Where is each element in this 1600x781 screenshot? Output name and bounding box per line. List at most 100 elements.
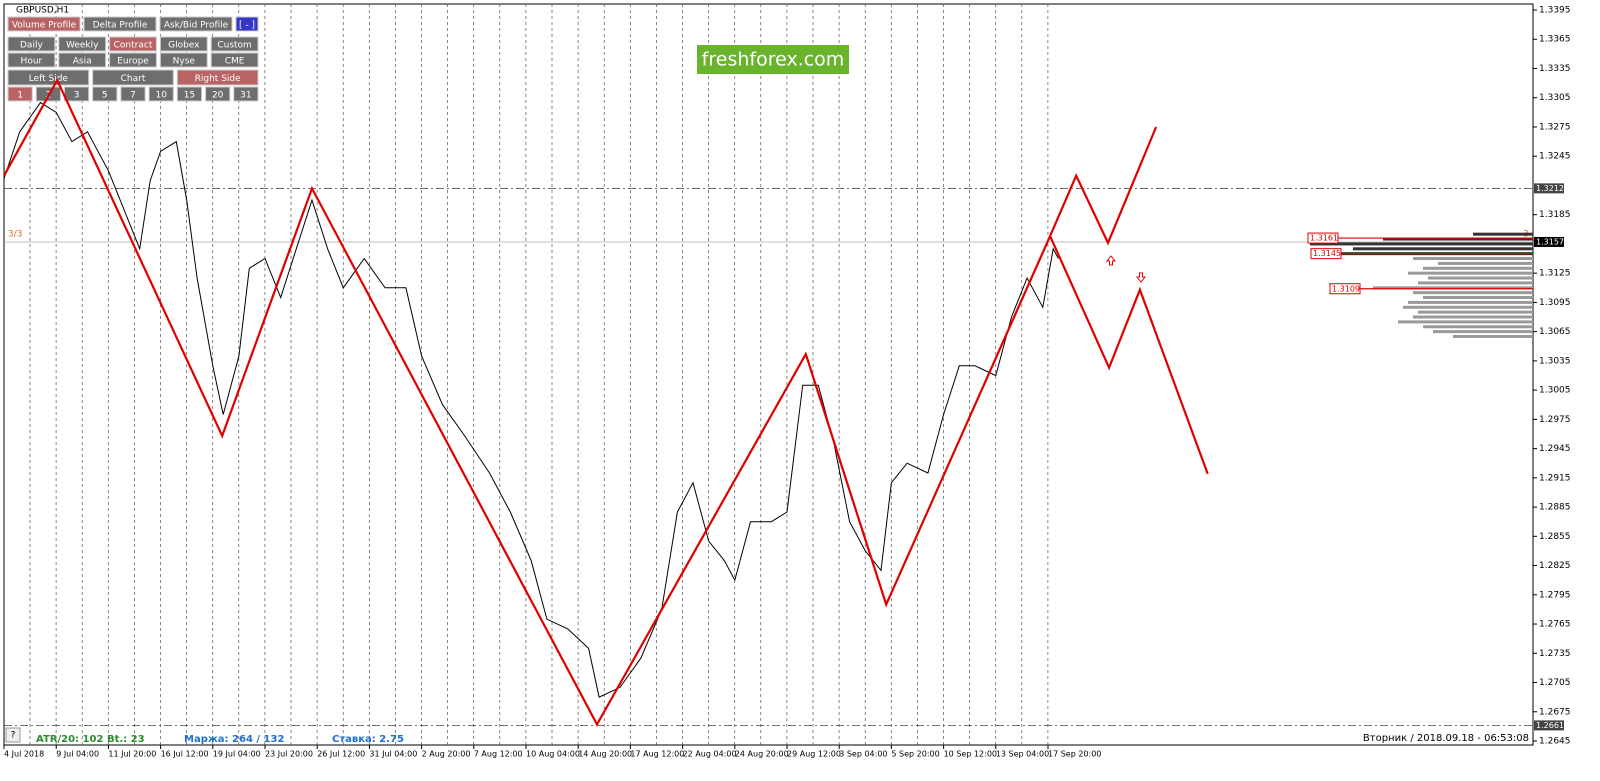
level-label: 1.3157 <box>1536 237 1564 246</box>
profile-bar <box>1423 296 1533 300</box>
profile-tag <box>1307 232 1339 244</box>
help-button[interactable] <box>5 727 21 743</box>
datetime: Вторник / 2018.09.18 - 06:53:08 <box>1363 733 1529 744</box>
button-label: Custom <box>217 41 251 51</box>
y-tick-label: 1.2885 <box>1539 503 1571 513</box>
button-face <box>159 36 208 52</box>
button-label: Left Side <box>29 74 69 84</box>
atr: ATR/20: 102 <box>36 734 103 745</box>
price-line <box>3 101 1059 698</box>
button-face <box>7 36 56 52</box>
button-face <box>120 86 146 102</box>
button-face <box>7 86 33 102</box>
y-tick-label: 1.3305 <box>1539 93 1571 103</box>
toolbar-button[interactable]: Chart <box>92 69 174 86</box>
toolbar-button[interactable]: Europe <box>109 52 157 68</box>
help-label: ? <box>11 731 16 741</box>
toolbar-button[interactable]: Custom <box>210 36 259 52</box>
toolbar-button[interactable]: CME <box>210 52 259 68</box>
toolbar-button[interactable]: 31 <box>233 86 259 102</box>
y-tick-label: 1.3395 <box>1539 6 1571 16</box>
toolbar-button[interactable]: 10 <box>148 86 174 102</box>
x-tick-label: 2 Aug 20:00 <box>422 750 471 759</box>
logo: freshforex.com <box>702 49 845 71</box>
plot-frame <box>3 3 1534 746</box>
button-label: 31 <box>240 91 251 101</box>
profile-bar <box>1453 335 1533 339</box>
y-tick-label: 1.3035 <box>1539 356 1571 366</box>
button-label: 10 <box>155 91 167 101</box>
toolbar-button[interactable]: 1 <box>7 86 33 102</box>
toolbar-button[interactable]: Delta Profile <box>83 16 157 32</box>
y-tick-label: 1.2795 <box>1539 590 1571 600</box>
button-label: [ - ] <box>239 21 255 31</box>
button-label: CME <box>225 57 245 67</box>
forecast-path <box>1049 126 1158 246</box>
y-tick-label: 1.2855 <box>1539 532 1571 542</box>
toolbar-button[interactable]: Globex <box>159 36 208 52</box>
toolbar-button[interactable]: 5 <box>92 86 118 102</box>
button-label: 1 <box>17 91 23 101</box>
toolbar-button[interactable]: Asia <box>58 52 107 68</box>
profile-label: 1.3109 <box>1332 284 1360 293</box>
button-face <box>109 52 157 68</box>
page-label: 3/3 <box>8 230 22 240</box>
toolbar-button[interactable]: Ask/Bid Profile <box>159 16 233 32</box>
button-face <box>7 69 90 86</box>
y-tick-label: 1.3245 <box>1539 152 1571 162</box>
logo-box <box>697 45 849 74</box>
bt: Bt.: 23 <box>107 734 145 745</box>
x-tick-label: 16 Jul 12:00 <box>161 750 209 759</box>
button-face <box>235 16 259 32</box>
profile-bar <box>1408 271 1533 275</box>
y-tick-label: 1.3125 <box>1539 269 1571 279</box>
toolbar-button[interactable]: 3 <box>63 86 90 102</box>
y-tick-label: 1.3185 <box>1539 210 1571 220</box>
toolbar-button[interactable]: Volume Profile <box>7 16 81 32</box>
toolbar-button[interactable]: 20 <box>205 86 231 102</box>
button-face <box>210 36 259 52</box>
toolbar-button[interactable]: [ - ] <box>235 16 259 32</box>
button-label: 15 <box>184 91 195 101</box>
button-face <box>176 69 259 86</box>
profile-bar <box>1438 261 1533 265</box>
y-tick-label: 1.2825 <box>1539 561 1571 571</box>
profile-bar <box>1423 325 1533 329</box>
toolbar-button[interactable]: Weekly <box>58 36 107 52</box>
button-face <box>159 16 233 32</box>
toolbar-button[interactable]: Hour <box>7 52 56 68</box>
button-label: Nyse <box>173 57 196 67</box>
y-tick-label: 1.2705 <box>1539 678 1571 688</box>
toolbar-button[interactable]: Right Side <box>176 69 259 86</box>
profile-bar <box>1413 315 1533 319</box>
toolbar-button[interactable]: Nyse <box>159 52 208 68</box>
toolbar-button[interactable]: Daily <box>7 36 56 52</box>
button-label: Globex <box>168 41 200 51</box>
toolbar-button[interactable]: Left Side <box>7 69 90 86</box>
button-label: Chart <box>121 74 146 84</box>
button-face <box>148 86 174 102</box>
y-tick-label: 1.2765 <box>1539 620 1571 630</box>
level-tag <box>1534 183 1564 194</box>
y-tick-label: 1.2735 <box>1539 649 1571 659</box>
x-tick-label: 22 Aug 04:00 <box>683 750 737 759</box>
y-tick-label: 1.3095 <box>1539 298 1571 308</box>
button-face <box>205 86 231 102</box>
button-face <box>7 52 56 68</box>
profile-bar <box>1423 266 1533 270</box>
toolbar-button[interactable]: 15 <box>176 86 203 102</box>
level-label: 1.2661 <box>1536 721 1564 730</box>
button-label: Right Side <box>195 74 241 84</box>
toolbar-button[interactable]: 7 <box>120 86 146 102</box>
margin: Маржа: 264 / 132 <box>184 734 284 745</box>
toolbar-button[interactable]: Contract <box>109 36 157 52</box>
profile-bar <box>1418 310 1533 314</box>
y-tick-label: 1.2915 <box>1539 473 1571 483</box>
y-tick-label: 1.3005 <box>1539 386 1571 396</box>
button-face <box>83 16 157 32</box>
y-tick-label: 1.3065 <box>1539 327 1571 337</box>
profile-bar <box>1398 320 1533 324</box>
